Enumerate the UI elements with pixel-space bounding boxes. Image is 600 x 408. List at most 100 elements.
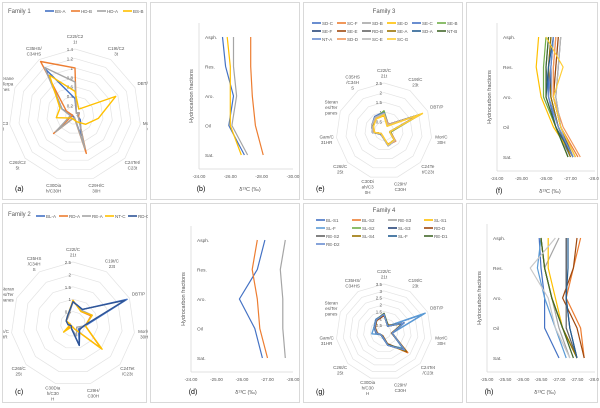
x-tick-label: -25.00 bbox=[210, 377, 223, 382]
legend-label: NT-B bbox=[447, 29, 457, 34]
legend-label: SL-F bbox=[326, 226, 336, 231]
legend-label: SE-C bbox=[422, 21, 434, 26]
panel-label: (f) bbox=[496, 188, 503, 195]
radar-series-hd-a bbox=[43, 66, 86, 150]
axis-label: C24Tet/C23t bbox=[125, 160, 141, 171]
chart-title: Family 3 bbox=[373, 9, 396, 15]
radar-gridline bbox=[37, 76, 113, 152]
radar-chart-family-2: Family 2 BL-A RD-A RE-A NT-C RD-C 0.5 1 1.5 2 2.5 C… bbox=[3, 212, 148, 402]
legend-label: RE-S2 bbox=[326, 234, 340, 239]
y-tick-label: Aro. bbox=[493, 296, 502, 302]
legend-label: SE-A bbox=[397, 29, 408, 34]
line-series-nt-a bbox=[547, 36, 574, 158]
legend-label: SL-S3 bbox=[398, 226, 411, 231]
radar-chart-family-4: Family 4 BL-S1 BL-S2 RE-S3 SL-S1 SL-F SL-S2 SL-… bbox=[316, 208, 448, 396]
radial-tick-label: 0.5 bbox=[376, 323, 383, 328]
legend-label: RE-A bbox=[92, 214, 103, 219]
radar-gridline bbox=[60, 311, 86, 337]
legend-label: NT-A bbox=[322, 37, 332, 42]
x-tick-label: -26.00 bbox=[236, 377, 249, 382]
radar-gridline bbox=[363, 311, 405, 353]
axis-label: C24Tet/C23t bbox=[421, 365, 436, 376]
y-tick-label: Oil bbox=[197, 327, 203, 333]
radar-gridline bbox=[18, 58, 132, 170]
line-chart-h: Asph. Res. Aro. Oil Sat. -25.00 -25.50 -26.00 -2… bbox=[477, 224, 599, 396]
y-tick-label: Oil bbox=[205, 124, 211, 130]
radial-tick-label: 0.2 bbox=[67, 104, 74, 109]
y-tick-label: Asph. bbox=[205, 35, 217, 41]
radar-gridline bbox=[27, 67, 123, 161]
radar-gridline bbox=[349, 297, 419, 366]
line-series-se-a bbox=[547, 36, 572, 158]
panel-b: Asph. Res. Aro. Oil Sat. -24.00 -26.00 -28.00 -3… bbox=[150, 2, 300, 200]
legend-label: NT-C bbox=[115, 214, 126, 219]
radar-gridline bbox=[336, 82, 432, 178]
x-tick-label: -27.50 bbox=[571, 377, 584, 382]
axis-label: DBT/P bbox=[430, 104, 443, 109]
x-tick-label: -28.00 bbox=[589, 176, 599, 181]
radar-gridline bbox=[23, 274, 123, 372]
axis-label: Mor/C30H bbox=[143, 121, 148, 131]
line-chart-b: Asph. Res. Aro. Oil Sat. -24.00 -26.00 -28.00 -3… bbox=[189, 23, 300, 193]
legend-label: RE-D1 bbox=[434, 234, 448, 239]
panel-a: Family 1 BS-A HD-B HD-A BS-B 0 0.2 0.4 0.6 0.8 1 1.… bbox=[2, 2, 148, 200]
y-tick-label: Oil bbox=[493, 326, 499, 332]
radar-series-sc-g bbox=[372, 112, 424, 146]
legend-label: SE-D bbox=[397, 21, 409, 26]
x-tick-label: -28.00 bbox=[589, 377, 599, 382]
radial-tick-label: 1 bbox=[70, 66, 73, 71]
y-tick-label: Sat. bbox=[493, 356, 502, 362]
radial-tick-label: 1.5 bbox=[376, 309, 383, 314]
x-tick-label: -26.00 bbox=[517, 377, 530, 382]
y-axis-title: Hydrocarbon fractions bbox=[181, 272, 187, 326]
radar-gridline bbox=[48, 298, 98, 349]
radial-tick-label: 2.5 bbox=[376, 296, 383, 301]
radial-tick-label: 2 bbox=[379, 91, 382, 96]
line-chart-d: Asph. Res. Aro. Oil Sat. -24.00 -25.00 -26.00 -2… bbox=[181, 226, 300, 396]
legend-label: HD-B bbox=[81, 9, 92, 14]
x-tick-label: -24.00 bbox=[185, 377, 198, 382]
radar-gridline bbox=[355, 101, 413, 159]
legend-label: RD-B bbox=[372, 29, 383, 34]
x-tick-label: -24.00 bbox=[193, 174, 206, 179]
radial-tick-label: 1.5 bbox=[65, 285, 72, 290]
radar-series-bs-b bbox=[48, 74, 117, 126]
y-axis-title: Hydrocarbon fractions bbox=[487, 70, 493, 124]
line-series-rd-d bbox=[561, 237, 585, 359]
radial-tick-label: 3.5 bbox=[376, 282, 383, 287]
x-tick-label: -26.00 bbox=[224, 174, 237, 179]
panel-c: Family 2 BL-A RD-A RE-A NT-C RD-C 0.5 1 1.5 2 2.5 C… bbox=[2, 203, 148, 403]
line-series-bs-b bbox=[226, 36, 242, 156]
radar-gridline bbox=[35, 286, 111, 361]
line-series-sc-g bbox=[545, 36, 576, 158]
x-axis-title: δ¹³C (‰) bbox=[534, 390, 556, 396]
panel-label: (b) bbox=[197, 186, 206, 193]
line-series-re-d1 bbox=[540, 237, 574, 359]
y-tick-label: Res. bbox=[197, 268, 207, 274]
radial-tick-label: 0.5 bbox=[65, 310, 72, 315]
line-series-re-a bbox=[279, 239, 286, 359]
legend-label: SD-D bbox=[347, 37, 359, 42]
radial-tick-label: 0.4 bbox=[67, 94, 74, 99]
x-tick-label: -26.50 bbox=[535, 377, 548, 382]
radial-tick-label: 0.6 bbox=[67, 85, 74, 90]
legend-label: BL-S2 bbox=[362, 218, 375, 223]
line-series-sl-f bbox=[565, 238, 578, 359]
y-tick-label: Aro. bbox=[503, 95, 512, 101]
axis-label: C24Tet/C23t bbox=[120, 366, 135, 377]
legend-label: RE-D2 bbox=[326, 242, 340, 247]
radar-gridline bbox=[336, 283, 432, 379]
radar-chart-family-1: Family 1 BS-A HD-B HD-A BS-B00.20.40.60.811.… bbox=[3, 9, 148, 193]
